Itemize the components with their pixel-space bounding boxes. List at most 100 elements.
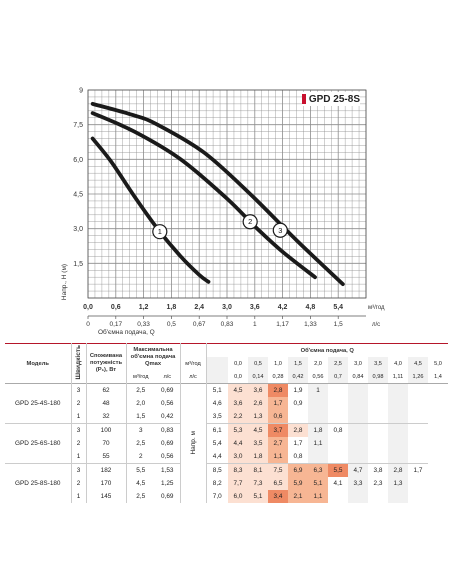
maxflow-m3: 2,5 — [136, 387, 146, 394]
head-value — [388, 423, 408, 437]
head-value — [408, 477, 428, 490]
maxflow-m3: 5,5 — [126, 463, 155, 477]
x-tick-label: 1,2 — [139, 304, 149, 311]
maxflow-m3: 2,5 — [136, 440, 146, 447]
table-row: GPD 25-6S-180 3 100 3 0,83 6,1 5,3 4,5 3,7 2,8 1,8… — [5, 423, 448, 464]
head-value — [348, 423, 368, 437]
head-value: 4,7 — [348, 463, 368, 477]
q-ls: 0,0 — [234, 373, 242, 380]
q-ls: 0,56 — [312, 373, 324, 380]
pump-curve-chart: 1 2 3 1,5 3,0 4,5 6,0 7,5 9 0,0 0,6 1,2 1,8 2,4 3,0 3,… — [61, 88, 385, 337]
power-value: 55 — [86, 450, 127, 464]
head-value: 4,5 — [248, 423, 268, 437]
power-value: 70 — [86, 437, 127, 450]
maxflow-ls: 1,25 — [155, 477, 181, 490]
x2-tick-label: 0,5 — [167, 321, 176, 328]
head-value — [388, 410, 408, 424]
legend-label: GPD 25-8S — [308, 93, 360, 105]
head-value: 1,9 — [293, 387, 303, 394]
head-value: 5,1 — [212, 387, 222, 394]
head-value — [308, 397, 328, 410]
head-value: 1,3 — [388, 477, 408, 490]
col-power-header: Споживана потужність (P₁), Вт — [86, 343, 127, 384]
x2-tick-label: 1,33 — [304, 321, 317, 328]
q-ls: 1,26 — [408, 370, 428, 384]
curve-markers: 1 2 3 — [152, 214, 288, 240]
maxflow-m3: 4,5 — [136, 480, 146, 487]
head-value: 0,8 — [328, 423, 348, 437]
power-value: 145 — [86, 490, 127, 503]
head-value — [328, 437, 348, 450]
q-ls: 0,14 — [248, 370, 268, 384]
y-axis-label: Напр., Н (м) — [61, 264, 68, 300]
head-value: 2,3 — [373, 480, 383, 487]
col-speed-label: Швидкість — [75, 345, 82, 380]
head-value — [408, 450, 428, 464]
head-value: 3,0 — [228, 450, 248, 464]
head-value: 5,3 — [228, 423, 248, 437]
q-m3: 4,5 — [408, 357, 428, 370]
head-value: 8,2 — [212, 480, 222, 487]
x-tick-label: 4,8 — [306, 304, 316, 311]
x2-tick-label: 1,17 — [276, 321, 289, 328]
y-tick-label: 3,0 — [73, 226, 83, 233]
curve-marker-label: 3 — [278, 226, 282, 235]
col-flow-header: Об'ємна подача, Q — [300, 347, 354, 354]
maxflow-m3: 1,5 — [136, 413, 146, 420]
speed-value: 1 — [71, 450, 87, 464]
q-m3: 4,0 — [394, 360, 402, 367]
head-value: 6,9 — [288, 463, 308, 477]
q-m3: 1,5 — [288, 357, 308, 370]
head-value: 1,8 — [308, 423, 328, 437]
axis-ticks: 1,5 3,0 4,5 6,0 7,5 9 0,0 0,6 1,2 1,8 2,4 3,0 3,6 4,2… — [73, 88, 366, 328]
head-value: 8,3 — [228, 463, 248, 477]
head-value: 1,7 — [293, 440, 303, 447]
power-value: 100 — [86, 423, 127, 437]
maxflow-ls: 0,56 — [155, 450, 181, 464]
table-row: 1 145 2,5 0,69 7,0 6,0 5,1 3,4 2,1 1,1 — [5, 490, 448, 503]
row-unit-ls: л/с — [180, 370, 207, 384]
head-value — [328, 397, 348, 410]
head-value — [388, 490, 408, 503]
head-value — [348, 397, 368, 410]
head-value: 4,5 — [228, 383, 248, 397]
head-value — [408, 397, 428, 410]
y-tick-label: 6,0 — [73, 157, 83, 164]
head-value — [408, 423, 428, 437]
curve-marker-1: 1 — [152, 224, 168, 240]
head-value: 2,6 — [248, 397, 268, 410]
y-tick-label: 7,5 — [73, 122, 83, 129]
head-value — [388, 450, 408, 464]
x2-tick-label: 1,5 — [334, 321, 343, 328]
head-value — [328, 384, 348, 398]
head-value — [308, 450, 328, 464]
head-label: Напр. м — [189, 430, 197, 455]
head-value — [348, 410, 368, 424]
head-value: 1,3 — [248, 410, 268, 424]
head-value — [388, 383, 408, 397]
unit-m3: м³/год — [133, 373, 149, 380]
head-value — [368, 437, 388, 450]
x-tick-label: 2,4 — [194, 304, 204, 311]
head-value: 8,5 — [206, 463, 228, 477]
q-m3: 3,0 — [354, 360, 362, 367]
x-tick-label: 3,6 — [250, 304, 260, 311]
speed-value: 2 — [71, 477, 87, 490]
table-row: GPD 25-4S-180 3 62 2,5 0,69 Напр. м 5,1 4,5 3,6 2… — [5, 383, 448, 503]
model-name: GPD 25-6S-180 — [5, 423, 72, 464]
power-value: 32 — [86, 410, 127, 424]
head-value: 1,7 — [268, 397, 288, 410]
head-value — [328, 450, 348, 464]
curve-line-2 — [90, 111, 317, 280]
curve-line-3 — [90, 101, 345, 287]
head-value: 2,7 — [268, 437, 288, 450]
plot-frame — [87, 89, 367, 299]
head-value — [288, 410, 308, 424]
head-value: 2,8 — [288, 423, 308, 437]
head-value: 4,1 — [333, 480, 343, 487]
head-value — [368, 397, 388, 410]
legend-swatch-icon — [302, 94, 306, 104]
curve-marker-3: 3 — [272, 222, 288, 238]
table-header-row-2: м³/год 0,0 0,5 1,0 1,5 2,0 2,5 3,0 3,5 4… — [5, 357, 448, 370]
head-value: 1 — [308, 383, 328, 397]
